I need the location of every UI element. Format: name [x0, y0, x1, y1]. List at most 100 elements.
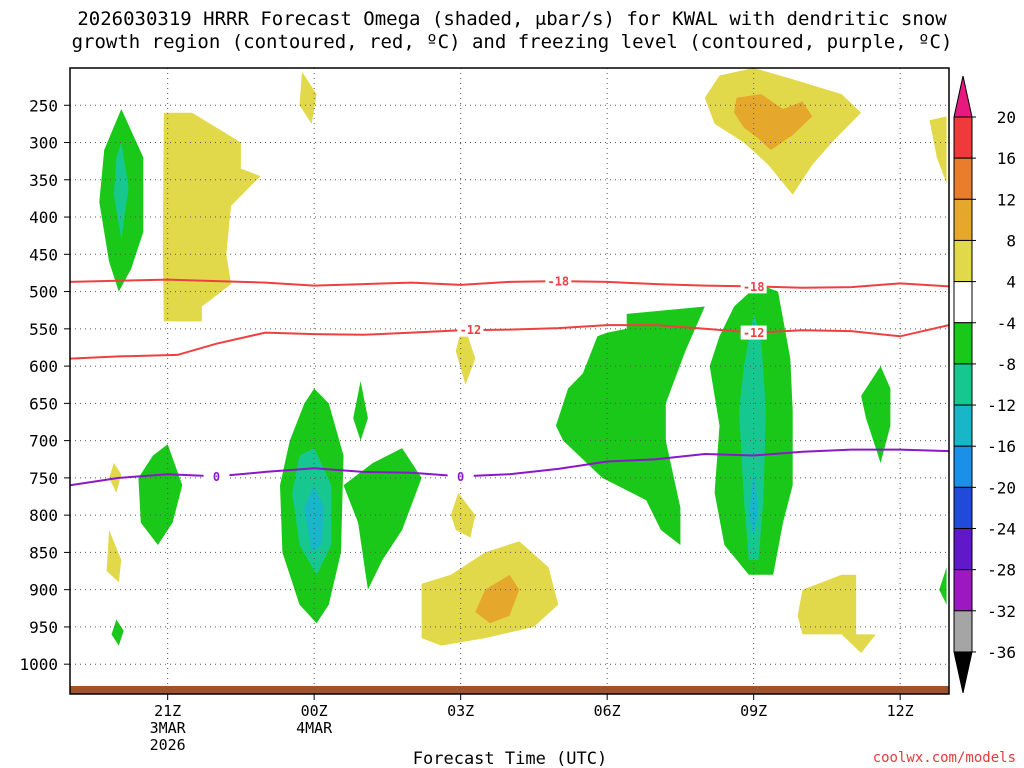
x-tick-label-4mar: 4MAR	[296, 719, 333, 737]
colorbar-label--12: -12	[987, 396, 1016, 415]
contour-label--12-2: -12	[460, 323, 482, 337]
colorbar-box-6	[953, 363, 973, 406]
chart-title: 2026030319 HRRR Forecast Omega (shaded, …	[0, 8, 1024, 54]
omega-region-pos4-8	[450, 492, 476, 538]
colorbar-top-arrow	[953, 75, 973, 118]
x-tick-label-00z: 00Z	[301, 702, 328, 720]
y-tick-label-850: 850	[29, 543, 58, 562]
omega-region-neg4-18	[343, 448, 422, 590]
y-tick-label-450: 450	[29, 245, 58, 264]
chart-title-line-2: growth region (contoured, red, ºC) and f…	[71, 31, 953, 53]
y-tick-label-600: 600	[29, 357, 58, 376]
ground-strip	[70, 686, 949, 694]
colorbar-label-16: 16	[997, 149, 1016, 168]
y-tick-label-550: 550	[29, 320, 58, 339]
y-tick-label-950: 950	[29, 618, 58, 637]
y-tick-label-650: 650	[29, 394, 58, 413]
colorbar-label--24: -24	[987, 520, 1016, 539]
omega-region-neg4-19	[353, 381, 368, 441]
colorbar-label--32: -32	[987, 602, 1016, 621]
colorbar-box-12	[953, 610, 973, 653]
colorbar-box-5	[953, 322, 973, 365]
omega-region-pos4-11	[797, 574, 876, 653]
colorbar-label--8: -8	[997, 355, 1016, 374]
contour-line--12-2	[70, 324, 949, 360]
contour-label--12-3: -12	[743, 326, 765, 340]
plot-border	[69, 67, 950, 695]
omega-region-pos4-7	[455, 321, 476, 385]
omega-region-neg8-22	[739, 313, 766, 560]
contour-label-bg-2	[457, 322, 484, 337]
x-tick-label-3mar: 3MAR	[150, 719, 187, 737]
y-tick-label-400: 400	[29, 208, 58, 227]
y-tick-label-750: 750	[29, 469, 58, 488]
omega-region-pos4-1	[299, 71, 317, 124]
x-axis-label: Forecast Time (UTC)	[413, 749, 607, 768]
contour-labels: -18 -18 -12 -12 0 0	[203, 274, 767, 484]
x-tick-label-2026: 2026	[150, 736, 186, 754]
y-tick-label-250: 250	[29, 96, 58, 115]
contour-label-bg-5	[447, 469, 474, 484]
x-tick-label-09z: 09Z	[740, 702, 767, 720]
colorbar-box-2	[953, 198, 973, 241]
omega-region-neg4-25	[939, 567, 947, 605]
x-tick-label-21z: 21Z	[154, 702, 181, 720]
omega-region-neg8-13	[113, 142, 129, 240]
y-tick-label-300: 300	[29, 134, 58, 153]
omega-region-neg4-20	[555, 306, 705, 545]
site-credit[interactable]: coolwx.com/models	[873, 750, 1016, 766]
contour-label--18-0: -18	[547, 275, 569, 289]
colorbar-label-20: 20	[997, 108, 1016, 127]
contour-label-bg-0	[545, 274, 572, 289]
colorbar-box-0	[953, 116, 973, 159]
colorbar-box-7	[953, 404, 973, 447]
y-tick-label-700: 700	[29, 432, 58, 451]
x-tick-label-06z: 06Z	[594, 702, 621, 720]
omega-region-neg4-24	[861, 366, 891, 463]
contour-line--18-0	[70, 278, 949, 289]
colorbar-label--4: -4	[997, 314, 1016, 333]
colorbar-box-9	[953, 486, 973, 530]
ground-bar	[70, 686, 949, 694]
colorbar-box-10	[953, 528, 973, 571]
colorbar-box-1	[953, 157, 973, 200]
colorbar-label--36: -36	[987, 643, 1016, 662]
contour-label-0-4: 0	[213, 470, 220, 484]
y-tick-label-1000: 1000	[19, 655, 58, 674]
contour-label-bg-3	[740, 325, 767, 340]
colorbar-label--28: -28	[987, 561, 1016, 580]
omega-region-pos4-10	[106, 530, 122, 583]
omega-region-pos8-6	[475, 574, 520, 624]
y-tick-label-350: 350	[29, 171, 58, 190]
colorbar-label-8: 8	[1006, 231, 1016, 250]
y-tick-label-500: 500	[29, 283, 58, 302]
colorbar-box-3	[953, 239, 973, 283]
colorbar-box-8	[953, 445, 973, 488]
colorbar: 20 16 12 8 4 -4 -8 -12 -16 -20 -24 -28 -32 -36	[953, 75, 1016, 694]
contour-label-bg-4	[203, 469, 230, 484]
chart-title-line-1: 2026030319 HRRR Forecast Omega (shaded, …	[77, 8, 947, 30]
omega-region-pos4-4	[929, 116, 947, 184]
x-tick-label-03z: 03Z	[447, 702, 474, 720]
contour-label-0-5: 0	[457, 470, 464, 484]
omega-region-pos4-0	[162, 112, 261, 322]
omega-region-neg4-26	[111, 619, 124, 646]
omega-region-neg4-14	[138, 444, 183, 545]
colorbar-label-4: 4	[1006, 273, 1016, 292]
plot-frame	[69, 67, 950, 695]
contour-label--18-1: -18	[743, 280, 765, 294]
contour-label-bg-1	[740, 279, 767, 294]
y-tick-label-900: 900	[29, 581, 58, 600]
colorbar-label--16: -16	[987, 437, 1016, 456]
colorbar-box-11	[953, 569, 973, 612]
omega-shading	[99, 68, 947, 653]
y-axis: 250 300 350 400 450 500 550 600 650 700 750 800 850 9…	[19, 96, 70, 674]
colorbar-box-4	[953, 281, 973, 324]
x-tick-label-12z: 12Z	[887, 702, 914, 720]
y-tick-label-800: 800	[29, 506, 58, 525]
colorbar-label-12: 12	[997, 190, 1016, 209]
colorbar-label--20: -20	[987, 478, 1016, 497]
colorbar-bottom-arrow	[953, 651, 973, 694]
